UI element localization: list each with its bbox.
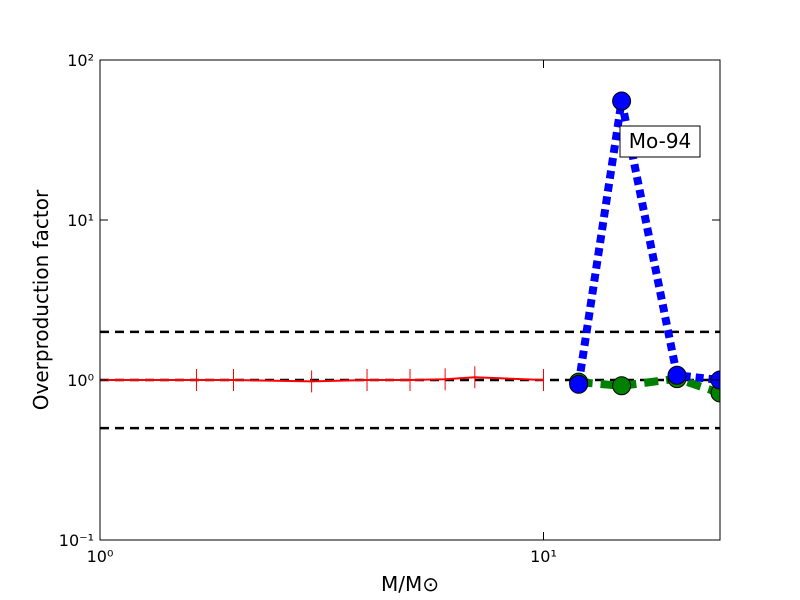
annotation-box: [619, 125, 701, 158]
x-tick-label: 10¹: [530, 547, 557, 566]
point: [612, 376, 632, 396]
y-axis-label: Overproduction factor: [29, 189, 53, 410]
y-tick-label: 10⁻¹: [59, 531, 94, 550]
x-tick-label: 10⁰: [87, 547, 114, 566]
point: [569, 374, 589, 394]
series-line: [578, 374, 720, 397]
y-tick-label: 10⁰: [67, 371, 94, 390]
y-tick-label: 10²: [67, 51, 94, 70]
axes-frame: [99, 59, 721, 541]
series-line: [574, 100, 720, 385]
annotation: Mo-94: [629, 129, 692, 153]
point: [612, 91, 632, 111]
point: [667, 365, 687, 385]
plot-area: [100, 91, 720, 430]
y-tick-label: 10¹: [67, 211, 94, 230]
x-axis-label: M/M⊙: [381, 572, 439, 596]
